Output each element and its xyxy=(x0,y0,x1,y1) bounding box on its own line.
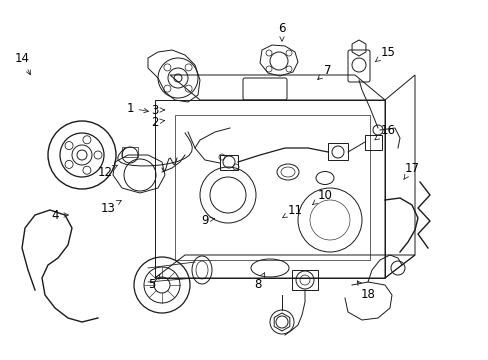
Text: 15: 15 xyxy=(375,45,395,62)
Text: 14: 14 xyxy=(15,51,30,75)
Text: 6: 6 xyxy=(278,22,285,41)
Text: 8: 8 xyxy=(254,273,264,292)
Text: 10: 10 xyxy=(312,189,332,204)
Bar xyxy=(122,147,138,157)
Text: 4: 4 xyxy=(51,208,68,221)
Text: 12: 12 xyxy=(97,165,118,179)
Text: 1: 1 xyxy=(126,102,148,114)
Text: 13: 13 xyxy=(101,201,121,215)
Text: 11: 11 xyxy=(282,203,302,218)
Text: 9: 9 xyxy=(201,213,214,226)
Text: 18: 18 xyxy=(356,281,375,302)
Text: 2: 2 xyxy=(151,116,164,129)
Text: 16: 16 xyxy=(374,123,395,140)
Text: 17: 17 xyxy=(403,162,419,180)
Text: 5: 5 xyxy=(148,274,160,292)
Text: 3: 3 xyxy=(151,104,164,117)
Text: 7: 7 xyxy=(317,63,331,80)
